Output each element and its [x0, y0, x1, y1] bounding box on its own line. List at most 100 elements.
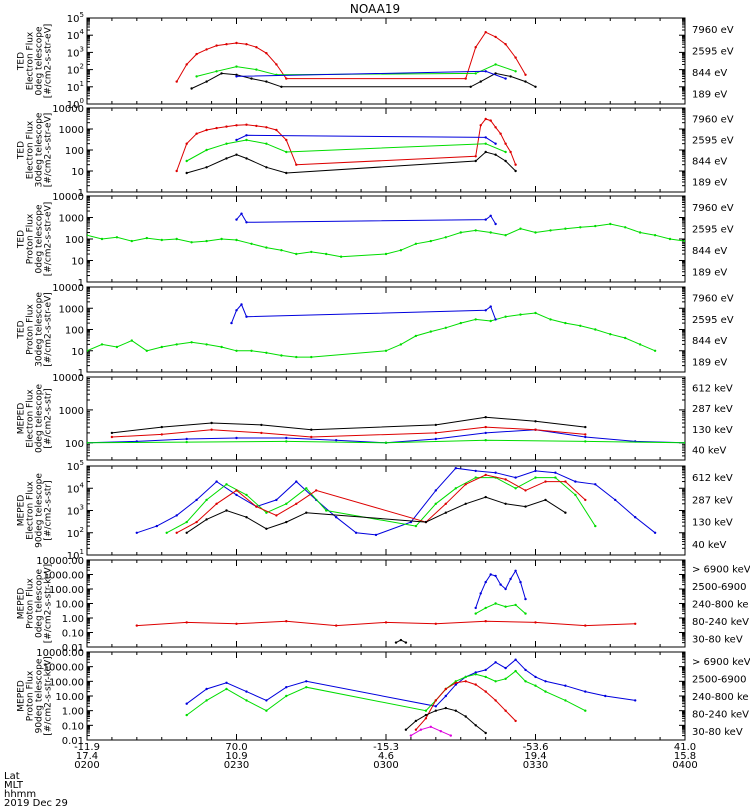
- data-point: [475, 673, 477, 675]
- y-tick-label: 105: [67, 459, 84, 473]
- data-point: [514, 476, 516, 478]
- data-point: [480, 124, 482, 126]
- data-point: [195, 521, 197, 523]
- data-point: [609, 333, 611, 335]
- data-point: [285, 620, 287, 622]
- data-point: [509, 578, 511, 580]
- data-point: [485, 607, 487, 609]
- legend-entry: 30-80 keV: [692, 634, 743, 645]
- data-point: [445, 503, 447, 505]
- data-point: [604, 695, 606, 697]
- data-point: [176, 80, 178, 82]
- chart-title: NOAA19: [350, 2, 400, 16]
- data-point: [485, 31, 487, 33]
- data-point: [400, 249, 402, 251]
- data-point: [195, 53, 197, 55]
- data-point: [639, 343, 641, 345]
- panel-frame: [87, 560, 685, 647]
- y-tick-label: 105: [67, 11, 84, 25]
- data-point: [395, 641, 397, 643]
- series-line-80-240-keV: [187, 671, 586, 715]
- data-point: [295, 356, 297, 358]
- data-point: [425, 710, 427, 712]
- legend-entry: 2595 eV: [692, 315, 734, 326]
- data-point: [166, 532, 168, 534]
- data-point: [235, 350, 237, 352]
- y-axis-label: MEPEDElectron Flux0deg telescope[#/cm2-s…: [17, 384, 54, 454]
- data-point: [355, 532, 357, 534]
- legend-entry: 130 keV: [692, 518, 733, 529]
- data-point: [156, 525, 158, 527]
- data-point: [230, 322, 232, 324]
- data-point: [435, 623, 437, 625]
- data-point: [445, 236, 447, 238]
- data-point: [161, 433, 163, 435]
- data-point: [445, 688, 447, 690]
- legend-entry: 612 keV: [692, 473, 733, 484]
- data-point: [445, 707, 447, 709]
- data-point: [116, 236, 118, 238]
- data-point: [504, 160, 506, 162]
- data-point: [524, 680, 526, 682]
- legend-entry: 844 eV: [692, 336, 727, 347]
- y-tick-label: 104: [67, 481, 85, 495]
- data-point: [245, 139, 247, 141]
- data-point: [504, 234, 506, 236]
- data-point: [494, 36, 496, 38]
- data-point: [325, 253, 327, 255]
- data-point: [435, 424, 437, 426]
- data-point: [195, 133, 197, 135]
- data-point: [460, 322, 462, 324]
- data-point: [494, 126, 496, 128]
- data-point: [494, 318, 496, 320]
- data-point: [475, 470, 477, 472]
- data-point: [205, 240, 207, 242]
- data-point: [235, 218, 237, 220]
- data-point: [86, 234, 88, 236]
- legend-entry: 2595 eV: [692, 46, 734, 57]
- data-point: [455, 487, 457, 489]
- data-point: [235, 309, 237, 311]
- data-point: [225, 157, 227, 159]
- data-point: [534, 470, 536, 472]
- data-point: [435, 432, 437, 434]
- data-point: [499, 583, 501, 585]
- legend-entry: 2500-6900: [692, 582, 747, 593]
- legend-entry: 287 keV: [692, 404, 733, 415]
- data-point: [285, 440, 287, 442]
- legend-entry: 7960 eV: [692, 294, 734, 305]
- data-point: [564, 685, 566, 687]
- data-point: [285, 521, 287, 523]
- data-point: [504, 43, 506, 45]
- data-point: [86, 350, 88, 352]
- series-line-30-80-keV: [476, 571, 526, 608]
- data-point: [534, 312, 536, 314]
- data-point: [136, 532, 138, 534]
- data-point: [514, 570, 516, 572]
- legend-entry: 7960 eV: [692, 25, 734, 36]
- data-point: [490, 215, 492, 217]
- data-point: [494, 699, 496, 701]
- data-point: [186, 703, 188, 705]
- data-point: [400, 343, 402, 345]
- data-point: [245, 124, 247, 126]
- data-point: [480, 592, 482, 594]
- legend-entry: 40 keV: [692, 540, 726, 551]
- data-point: [235, 154, 237, 156]
- data-point: [455, 467, 457, 469]
- data-point: [420, 729, 422, 731]
- data-point: [215, 70, 217, 72]
- legend-entry: > 6900 keV: [692, 657, 750, 668]
- data-point: [415, 525, 417, 527]
- data-point: [519, 313, 521, 315]
- data-point: [475, 607, 477, 609]
- data-point: [265, 246, 267, 248]
- data-point: [480, 80, 482, 82]
- data-point: [544, 480, 546, 482]
- data-point: [176, 514, 178, 516]
- legend-entry: 189 eV: [692, 89, 727, 100]
- data-point: [430, 330, 432, 332]
- data-point: [245, 134, 247, 136]
